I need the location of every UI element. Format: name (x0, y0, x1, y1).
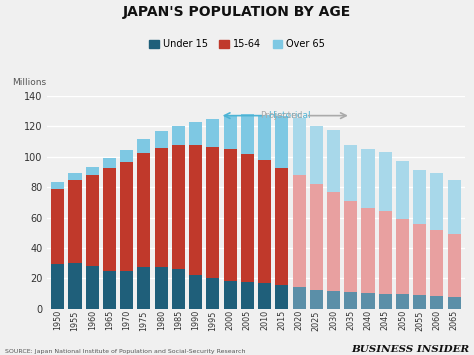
Text: BUSINESS INSIDER: BUSINESS INSIDER (351, 345, 469, 354)
Bar (172, 126, 185, 144)
Bar (275, 116, 288, 168)
Bar (206, 119, 219, 147)
Text: Projected: Projected (260, 111, 302, 120)
Bar (379, 152, 392, 212)
Bar (327, 130, 340, 192)
Bar (103, 158, 116, 168)
Bar (241, 154, 254, 282)
Bar (51, 264, 64, 309)
Bar (189, 122, 202, 144)
Bar (155, 131, 168, 148)
Bar (362, 149, 374, 208)
Bar (396, 160, 409, 219)
Bar (275, 285, 288, 309)
Bar (379, 212, 392, 294)
Bar (413, 170, 426, 224)
Bar (327, 192, 340, 291)
Bar (396, 294, 409, 309)
Text: Millions: Millions (12, 78, 46, 87)
Bar (68, 180, 82, 263)
Bar (206, 278, 219, 309)
Bar (447, 234, 461, 297)
Bar (344, 292, 357, 309)
Bar (68, 173, 82, 180)
Bar (241, 282, 254, 309)
Bar (362, 293, 374, 309)
Bar (430, 230, 444, 296)
Bar (103, 271, 116, 309)
Bar (447, 297, 461, 309)
Bar (258, 283, 271, 309)
Bar (292, 287, 306, 309)
Bar (310, 290, 323, 309)
Bar (379, 294, 392, 309)
Bar (120, 271, 133, 309)
Bar (224, 149, 237, 281)
Bar (51, 189, 64, 264)
Bar (275, 168, 288, 285)
Bar (362, 208, 374, 293)
Bar (120, 162, 133, 271)
Bar (155, 148, 168, 267)
Bar (310, 184, 323, 290)
Bar (51, 182, 64, 189)
Bar (396, 219, 409, 294)
Text: Historical: Historical (268, 111, 310, 120)
Bar (224, 115, 237, 149)
Bar (224, 281, 237, 309)
Bar (413, 224, 426, 295)
Legend: Under 15, 15-64, Over 65: Under 15, 15-64, Over 65 (145, 35, 329, 53)
Bar (137, 153, 150, 267)
Text: JAPAN'S POPULATION BY AGE: JAPAN'S POPULATION BY AGE (123, 5, 351, 19)
Bar (189, 275, 202, 309)
Bar (206, 147, 219, 278)
Bar (258, 115, 271, 160)
Bar (430, 296, 444, 309)
Bar (172, 144, 185, 269)
Bar (413, 295, 426, 309)
Bar (189, 144, 202, 275)
Bar (310, 126, 323, 184)
Bar (172, 269, 185, 309)
Bar (68, 263, 82, 309)
Bar (137, 267, 150, 309)
Bar (292, 175, 306, 287)
Bar (430, 174, 444, 230)
Bar (86, 167, 99, 175)
Text: SOURCE: Japan National Institute of Population and Social-Security Research: SOURCE: Japan National Institute of Popu… (5, 349, 245, 354)
Bar (344, 201, 357, 292)
Bar (103, 168, 116, 271)
Bar (327, 291, 340, 309)
Bar (258, 160, 271, 283)
Bar (137, 139, 150, 153)
Bar (241, 114, 254, 154)
Bar (120, 151, 133, 162)
Bar (447, 180, 461, 234)
Bar (292, 118, 306, 175)
Bar (86, 266, 99, 309)
Bar (86, 175, 99, 266)
Bar (344, 145, 357, 201)
Bar (155, 267, 168, 309)
